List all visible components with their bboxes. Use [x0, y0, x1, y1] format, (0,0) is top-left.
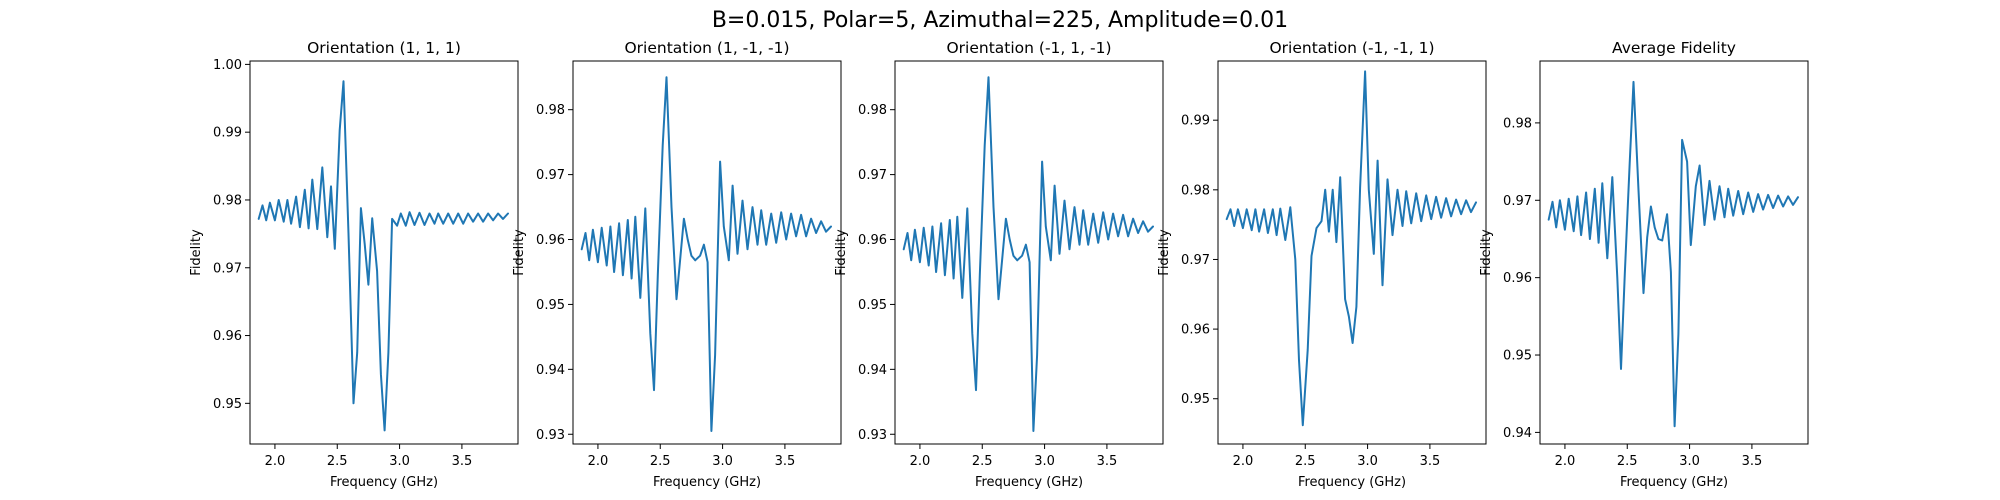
y-tick-label: 1.00 — [213, 58, 242, 73]
y-tick-label: 0.97 — [213, 261, 242, 276]
x-axis-label: Frequency (GHz) — [975, 475, 1083, 490]
y-tick-label: 0.96 — [1503, 271, 1532, 286]
y-tick-label: 0.98 — [1181, 183, 1210, 198]
x-tick-label: 3.0 — [712, 454, 733, 469]
y-tick-label: 0.94 — [536, 363, 565, 378]
x-tick-label: 2.0 — [265, 454, 286, 469]
x-axis-label: Frequency (GHz) — [330, 475, 438, 490]
series-line — [580, 76, 832, 432]
y-tick-label: 0.95 — [1503, 349, 1532, 364]
series-line — [1547, 80, 1799, 428]
y-tick-label: 0.95 — [536, 298, 565, 313]
x-tick-label: 3.0 — [1679, 454, 1700, 469]
x-tick-label: 3.5 — [1097, 454, 1118, 469]
subplot-title: Orientation (1, 1, 1) — [307, 39, 461, 57]
y-tick-label: 0.98 — [858, 103, 887, 118]
y-tick-label: 0.93 — [536, 428, 565, 443]
x-tick-label: 2.0 — [588, 454, 609, 469]
x-tick-label: 2.5 — [1617, 454, 1638, 469]
y-axis-label: Fidelity — [1479, 229, 1494, 276]
y-axis-label: Fidelity — [834, 229, 849, 276]
y-tick-label: 0.99 — [1181, 114, 1210, 129]
subplot-3: 2.0 2.5 3.0 3.5 0.93 0.94 0.95 0.96 0.97 0.98 Orie… — [834, 39, 1164, 490]
y-tick-label: 0.98 — [213, 193, 242, 208]
axes-frame — [1539, 60, 1809, 445]
y-tick-label: 0.94 — [858, 363, 887, 378]
x-tick-label: 2.0 — [1555, 454, 1576, 469]
y-tick-label: 0.98 — [1503, 116, 1532, 131]
x-tick-label: 2.5 — [972, 454, 993, 469]
y-tick-label: 0.96 — [536, 233, 565, 248]
x-axis-label: Frequency (GHz) — [1620, 475, 1728, 490]
y-tick-label: 0.98 — [536, 103, 565, 118]
subplot-title: Orientation (1, -1, -1) — [624, 39, 789, 57]
x-tick-label: 3.5 — [1420, 454, 1441, 469]
axes-frame — [249, 60, 519, 445]
y-tick-label: 0.95 — [1181, 392, 1210, 407]
x-axis-label: Frequency (GHz) — [1298, 475, 1406, 490]
x-tick-label: 2.0 — [1233, 454, 1254, 469]
subplot-4: 2.0 2.5 3.0 3.5 0.95 0.96 0.97 0.98 0.99 Orientat… — [1157, 39, 1487, 490]
x-tick-label: 2.0 — [910, 454, 931, 469]
x-tick-label: 2.5 — [650, 454, 671, 469]
x-tick-label: 2.5 — [327, 454, 348, 469]
subplot-title: Orientation (-1, 1, -1) — [946, 39, 1111, 57]
series-line — [902, 76, 1154, 432]
y-tick-label: 0.97 — [1181, 253, 1210, 268]
y-tick-label: 0.97 — [1503, 194, 1532, 209]
series-line — [257, 80, 509, 432]
y-tick-label: 0.96 — [1181, 323, 1210, 338]
y-tick-label: 0.97 — [536, 168, 565, 183]
y-axis-label: Fidelity — [189, 229, 204, 276]
x-tick-label: 3.5 — [452, 454, 473, 469]
y-axis-label: Fidelity — [512, 229, 527, 276]
x-tick-label: 3.5 — [775, 454, 796, 469]
subplot-title: Average Fidelity — [1612, 39, 1736, 57]
y-tick-label: 0.95 — [213, 397, 242, 412]
axes-frame — [1217, 60, 1487, 445]
y-tick-label: 0.94 — [1503, 426, 1532, 441]
figure-title: B=0.015, Polar=5, Azimuthal=225, Amplitu… — [711, 8, 1289, 33]
x-tick-label: 3.5 — [1742, 454, 1763, 469]
y-tick-label: 0.96 — [213, 329, 242, 344]
y-tick-label: 0.96 — [858, 233, 887, 248]
y-tick-label: 0.95 — [858, 298, 887, 313]
y-axis-label: Fidelity — [1157, 229, 1172, 276]
y-tick-label: 0.93 — [858, 428, 887, 443]
x-tick-label: 3.0 — [1357, 454, 1378, 469]
y-tick-label: 0.99 — [213, 126, 242, 141]
subplot-title: Orientation (-1, -1, 1) — [1269, 39, 1434, 57]
subplot-2: 2.0 2.5 3.0 3.5 0.93 0.94 0.95 0.96 0.97 0.98 Orie… — [512, 39, 842, 490]
subplot-1: 2.0 2.5 3.0 3.5 0.95 0.96 0.97 0.98 0.99 1.00 Orie… — [189, 39, 519, 490]
axes-frame — [572, 60, 842, 445]
x-tick-label: 3.0 — [389, 454, 410, 469]
x-tick-label: 3.0 — [1034, 454, 1055, 469]
y-tick-label: 0.97 — [858, 168, 887, 183]
x-tick-label: 2.5 — [1295, 454, 1316, 469]
axes-frame — [894, 60, 1164, 445]
subplot-5: 2.0 2.5 3.0 3.5 0.94 0.95 0.96 0.97 0.98 Average … — [1479, 39, 1809, 490]
series-line — [1225, 70, 1477, 427]
x-axis-label: Frequency (GHz) — [653, 475, 761, 490]
